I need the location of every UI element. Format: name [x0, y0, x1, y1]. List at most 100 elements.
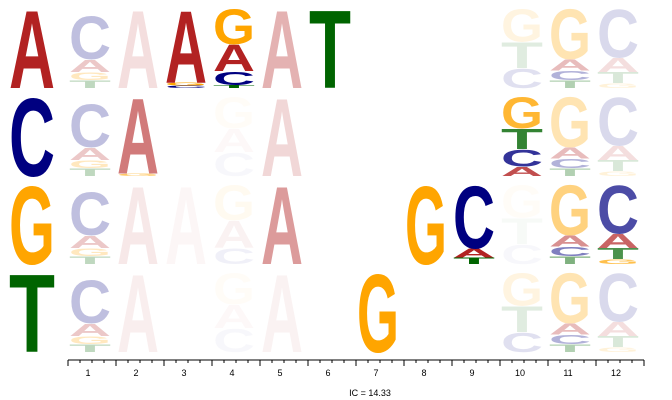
logo-letter-a: A	[453, 246, 495, 261]
logo-letter-c-glyph: C	[501, 327, 543, 358]
x-tick-label: 11	[563, 368, 572, 378]
logo-letter-c-glyph: C	[549, 68, 591, 83]
logo-letter-t-glyph: T	[69, 78, 111, 90]
logo-letter-c: C	[501, 145, 543, 172]
logo-letter-g: G	[501, 0, 543, 52]
logo-letter-c: C	[69, 92, 111, 161]
logo-letter-t-glyph: T	[213, 84, 255, 89]
logo-letter-a: A	[165, 0, 207, 105]
logo-letter-g: G	[357, 252, 399, 377]
logo-letter-g: G	[69, 334, 111, 346]
logo-letter-t-glyph: T	[69, 254, 111, 266]
logo-letter-c: C	[69, 4, 111, 73]
logo-letter-t: T	[213, 84, 255, 89]
x-tick-label: 7	[373, 368, 378, 378]
logo-letter-t: T	[69, 254, 111, 266]
logo-letter-g: G	[69, 246, 111, 258]
logo-letter-a-glyph: A	[261, 0, 303, 112]
x-tick-label: 10	[515, 368, 525, 378]
logo-letter-g-glyph: G	[501, 263, 543, 316]
logo-letter-g-glyph: G	[357, 252, 399, 377]
logo-letter-t-glyph: T	[597, 157, 639, 174]
logo-letter-c: C	[213, 244, 255, 269]
logo-letter-t: T	[309, 0, 351, 112]
logo-letter-c: C	[501, 63, 543, 94]
logo-letter-c-glyph: C	[69, 4, 111, 73]
logo-letter-t-glyph: T	[69, 166, 111, 178]
logo-letter-a: A	[597, 143, 639, 165]
logo-letter-a: A	[117, 0, 159, 112]
logo-letter-t-glyph: T	[549, 254, 591, 266]
logo-letter-t: T	[549, 254, 591, 266]
logo-letter-a: A	[501, 164, 543, 179]
logo-letter-a: A	[69, 144, 111, 164]
logo-letter-c-glyph: C	[69, 180, 111, 249]
logo-letter-t: T	[597, 333, 639, 350]
x-tick-label: 8	[421, 368, 426, 378]
logo-letter-c: C	[549, 68, 591, 83]
logo-letter-a: A	[213, 213, 255, 256]
logo-letter-g-glyph: G	[597, 170, 639, 177]
logo-letter-a-glyph: A	[9, 0, 55, 113]
logo-letter-a: A	[117, 78, 159, 197]
logo-letter-c-glyph: C	[549, 332, 591, 347]
logo-letter-g: G	[213, 176, 255, 232]
logo-letter-g: G	[597, 346, 639, 353]
logo-letter-c: C	[213, 68, 255, 89]
logo-letter-g-glyph: G	[549, 172, 591, 251]
logo-letter-g: G	[9, 163, 55, 288]
logo-letter-t-glyph: T	[501, 35, 543, 76]
logo-letter-a-glyph: A	[549, 321, 591, 339]
logo-letter-a-glyph: A	[549, 145, 591, 163]
logo-letter-t-glyph: T	[501, 299, 543, 340]
logo-letter-c: C	[69, 180, 111, 249]
logo-letter-a-glyph: A	[117, 252, 159, 376]
logo-letter-a: A	[261, 252, 303, 376]
logo-letter-g: G	[501, 175, 543, 228]
x-tick-label: 12	[611, 368, 621, 378]
logo-letter-g-glyph: G	[405, 164, 447, 289]
logo-letter-t-glyph: T	[597, 245, 639, 262]
logo-letter-c-glyph: C	[597, 259, 639, 337]
logo-letter-c: C	[501, 327, 543, 358]
logo-letter-c-glyph: C	[69, 268, 111, 337]
logo-letter-t-glyph: T	[597, 69, 639, 86]
logo-letter-g-glyph: G	[213, 176, 255, 232]
logo-letter-c-glyph: C	[165, 85, 207, 89]
logo-letter-g-glyph: G	[9, 163, 55, 288]
x-tick-label: 1	[85, 368, 90, 378]
logo-letter-g: G	[69, 158, 111, 170]
logo-letter-t: T	[597, 69, 639, 86]
logo-letter-c-glyph: C	[597, 83, 639, 161]
logo-stacks: ACGTTGACTGACTGACTGACAGAAACGAATCAGCAGCAGC…	[9, 0, 639, 377]
logo-letter-g-glyph: G	[597, 82, 639, 89]
logo-letter-a-glyph: A	[597, 143, 639, 165]
logo-letter-t: T	[69, 78, 111, 90]
logo-letter-g: G	[213, 264, 255, 313]
logo-letter-g: G	[549, 84, 591, 163]
logo-letter-g-glyph: G	[69, 70, 111, 82]
logo-letter-g: G	[501, 263, 543, 316]
logo-letter-t-glyph: T	[309, 0, 351, 112]
logo-letter-g: G	[597, 258, 639, 265]
logo-letter-a-glyph: A	[165, 0, 207, 105]
logo-letter-a-glyph: A	[597, 55, 639, 77]
logo-letter-c-glyph: C	[213, 244, 255, 269]
logo-letter-t: T	[501, 123, 543, 155]
logo-letter-a: A	[117, 164, 159, 288]
x-tick-label: 2	[133, 368, 138, 378]
logo-letter-c-glyph: C	[69, 92, 111, 161]
logo-letter-c: C	[549, 244, 591, 259]
logo-letter-a-glyph: A	[261, 164, 303, 288]
x-tick-label: 4	[229, 368, 234, 378]
logo-letter-t: T	[549, 78, 591, 90]
logo-letter-c-glyph: C	[501, 145, 543, 172]
logo-letter-g: G	[117, 173, 159, 177]
logo-letter-c-glyph: C	[549, 244, 591, 259]
x-tick-label: 3	[181, 368, 186, 378]
logo-letter-c: C	[9, 77, 55, 201]
x-axis-ticks: 1 2 3 4 5 6 7 8 9 10 11 12	[67, 360, 645, 378]
logo-letter-c: C	[549, 156, 591, 171]
logo-letter-a: A	[597, 319, 639, 341]
